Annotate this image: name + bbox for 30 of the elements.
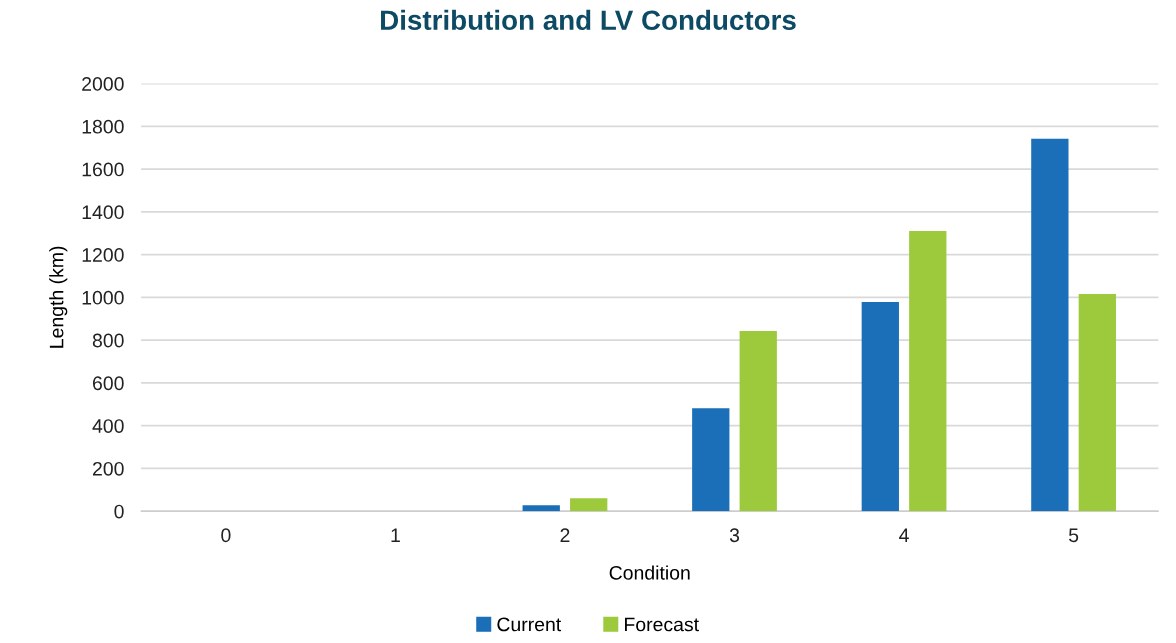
x-tick-label: 3 [729,528,740,543]
bar [522,505,560,512]
y-tick-label: 1400 [82,205,124,220]
y-axis-title: Length (km) [49,246,68,348]
x-tick-label: 2 [560,528,570,542]
bar [909,230,947,512]
y-tick-label: 800 [92,333,124,348]
legend-label: Current [497,617,562,632]
y-tick-label: 200 [92,461,124,476]
bar [570,498,608,512]
y-tick-label: 1800 [82,119,124,134]
chart-title: Distribution and LV Conductors [381,9,796,31]
y-tick-label: 1200 [82,248,124,262]
y-tick-label: 600 [93,376,124,391]
legend-label: Forecast [625,617,699,632]
x-tick-label: 1 [391,528,400,542]
x-tick-label: 5 [1068,528,1079,543]
x-axis-title: Condition [609,565,690,580]
y-tick-label: 2000 [82,77,124,91]
x-tick-label: 0 [221,528,231,543]
x-tick-label: 4 [899,528,909,542]
y-tick-label: 400 [92,419,124,433]
bar [1078,293,1116,512]
y-tick-label: 1000 [82,290,124,305]
y-tick-label: 0 [114,504,124,519]
bar [692,408,730,512]
bar [739,330,777,512]
y-tick-label: 1600 [82,162,124,177]
bar [1031,138,1069,512]
bar [861,301,899,512]
